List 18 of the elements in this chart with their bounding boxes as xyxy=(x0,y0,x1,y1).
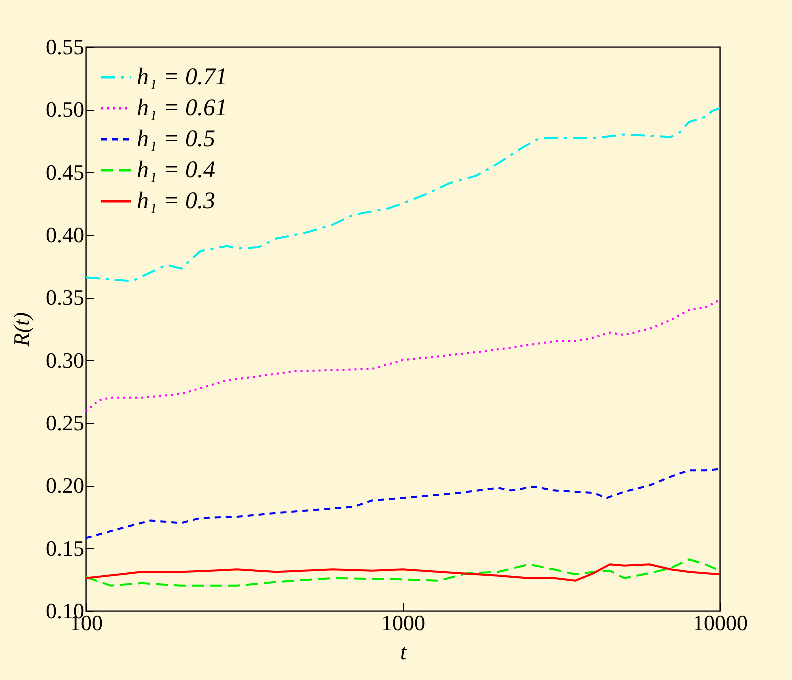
y-tick-label: 0.15 xyxy=(46,536,84,561)
legend-label: h₁ = 0.5 xyxy=(137,126,216,152)
y-tick-label: 0.30 xyxy=(46,348,84,373)
y-tick-label: 0.40 xyxy=(46,222,84,248)
y-tick-label: 0.50 xyxy=(46,97,84,122)
y-tick-label: 0.35 xyxy=(46,285,84,310)
legend-label: h₁ = 0.3 xyxy=(137,188,216,214)
x-tick-label: 1000 xyxy=(382,610,426,636)
legend-label: h₁ = 0.4 xyxy=(137,158,216,184)
y-tick-label: 0.55 xyxy=(46,34,84,60)
y-tick-label: 0.45 xyxy=(46,160,84,185)
x-tick-label: 10000 xyxy=(693,610,748,636)
x-axis-title: t xyxy=(400,640,408,664)
y-tick-label: 0.25 xyxy=(46,410,84,436)
y-tick-label: 0.20 xyxy=(46,473,84,498)
y-axis-title: R(t) xyxy=(9,312,34,348)
legend-label: h₁ = 0.61 xyxy=(137,96,228,122)
legend-label: h₁ = 0.71 xyxy=(137,64,228,90)
